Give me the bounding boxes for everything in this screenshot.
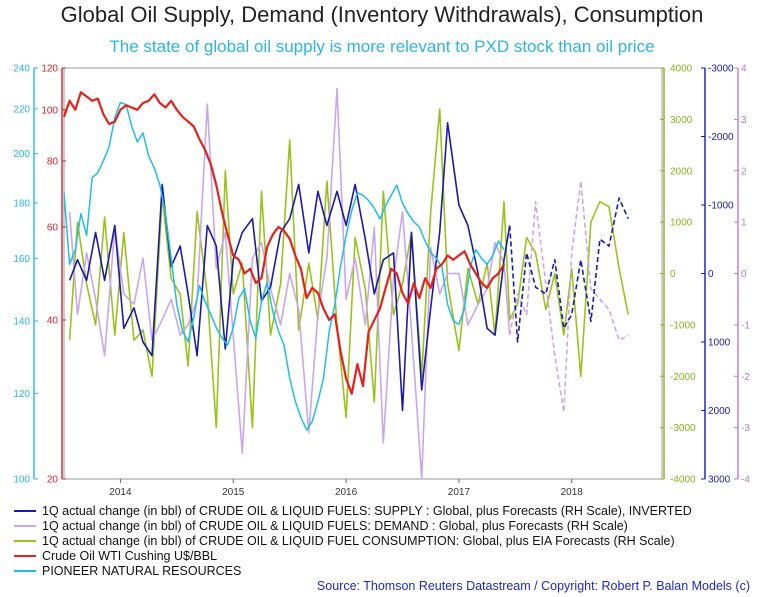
x-tick-label-2: 2016 [335,487,358,498]
tick-label-demand-4: 0 [741,269,747,280]
series-line-demand [68,87,511,480]
tick-label-demand-2: -2 [741,372,750,383]
series-line-pxd [63,101,505,431]
series-line-supply [68,122,511,412]
tick-label-supply_inverted-6: -3000 [708,64,734,75]
tick-label-pxd-5: 200 [13,149,30,160]
tick-label-demand-6: 2 [741,166,747,177]
series-pxd [63,101,505,431]
tick-label-pxd-1: 120 [13,389,30,400]
axes-group: 10012014016018020022024020406080100120-4… [13,64,750,499]
tick-label-pxd-4: 180 [13,199,30,210]
chart-title: Global Oil Supply, Demand (Inventory Wit… [60,2,704,27]
tick-label-wti-2: 60 [47,222,59,233]
legend-item-pxd: PIONEER NATURAL RESOURCES [14,563,241,578]
tick-label-pxd-0: 100 [13,475,30,486]
tick-label-consumption-4: 0 [670,269,676,280]
tick-label-consumption-8: 4000 [670,64,693,75]
tick-label-demand-5: 1 [741,218,747,229]
tick-label-supply_inverted-3: 0 [708,269,714,280]
legend-swatch-demand [14,524,36,527]
tick-label-consumption-5: 1000 [670,218,693,229]
x-tick-label-1: 2015 [222,487,245,498]
series-consumption [68,108,629,429]
legend-label-consumption: 1Q actual change (in bbl) of CRUDE OIL &… [42,533,675,548]
series-line-consumption [68,108,629,429]
legend-swatch-consumption [14,539,36,542]
legend-item-supply: 1Q actual change (in bbl) of CRUDE OIL &… [14,503,692,518]
tick-label-demand-1: -3 [741,423,750,434]
tick-label-supply_inverted-4: -1000 [708,201,734,212]
tick-label-supply_inverted-0: 3000 [708,475,731,486]
x-tick-label-4: 2018 [561,487,584,498]
chart-subtitle: The state of global oil supply is more r… [109,37,655,56]
legend-swatch-pxd [14,569,36,572]
x-tick-label-0: 2014 [109,487,132,498]
tick-label-pxd-2: 140 [13,317,30,328]
tick-label-supply_inverted-5: -2000 [708,132,734,143]
tick-label-supply_inverted-1: 2000 [708,406,731,417]
tick-label-pxd-3: 160 [13,254,30,265]
tick-label-wti-4: 100 [41,105,58,116]
tick-label-pxd-7: 240 [13,64,30,75]
tick-label-wti-5: 120 [41,64,58,75]
tick-label-wti-0: 20 [47,475,59,486]
tick-label-supply_inverted-2: 1000 [708,338,731,349]
legend-item-consumption: 1Q actual change (in bbl) of CRUDE OIL &… [14,533,675,548]
tick-label-demand-3: -1 [741,320,750,331]
legend-item-wti: Crude Oil WTI Cushing U$/BBL [14,548,217,563]
legend-label-pxd: PIONEER NATURAL RESOURCES [42,563,242,578]
tick-label-consumption-0: -4000 [670,475,696,486]
tick-label-consumption-7: 3000 [670,115,693,126]
legend-item-demand: 1Q actual change (in bbl) of CRUDE OIL &… [14,518,628,533]
tick-label-wti-1: 40 [47,316,59,327]
legend-label-wti: Crude Oil WTI Cushing U$/BBL [42,548,218,563]
tick-label-wti-3: 80 [47,157,59,168]
tick-label-pxd-6: 220 [13,104,30,115]
tick-label-consumption-2: -2000 [670,372,696,383]
source-note: Source: Thomson Reuters Datastream / Cop… [316,579,750,593]
legend-label-supply: 1Q actual change (in bbl) of CRUDE OIL &… [42,503,692,518]
tick-label-demand-8: 4 [741,64,747,75]
series-demand [68,87,629,480]
tick-label-demand-7: 3 [741,115,747,126]
series-group [62,87,629,480]
x-tick-label-3: 2017 [448,487,471,498]
legend-swatch-wti [14,554,36,557]
tick-label-consumption-6: 2000 [670,166,693,177]
tick-label-consumption-1: -3000 [670,423,696,434]
series-supply [68,122,629,412]
legend-label-demand: 1Q actual change (in bbl) of CRUDE OIL &… [42,518,628,533]
series-forecast-line-demand [508,180,629,413]
series-forecast-line-supply [508,197,629,343]
series-line-wti [62,91,505,395]
tick-label-consumption-3: -1000 [670,320,696,331]
tick-label-demand-0: -4 [741,475,750,486]
series-wti [62,91,505,395]
legend-swatch-supply [14,509,36,512]
